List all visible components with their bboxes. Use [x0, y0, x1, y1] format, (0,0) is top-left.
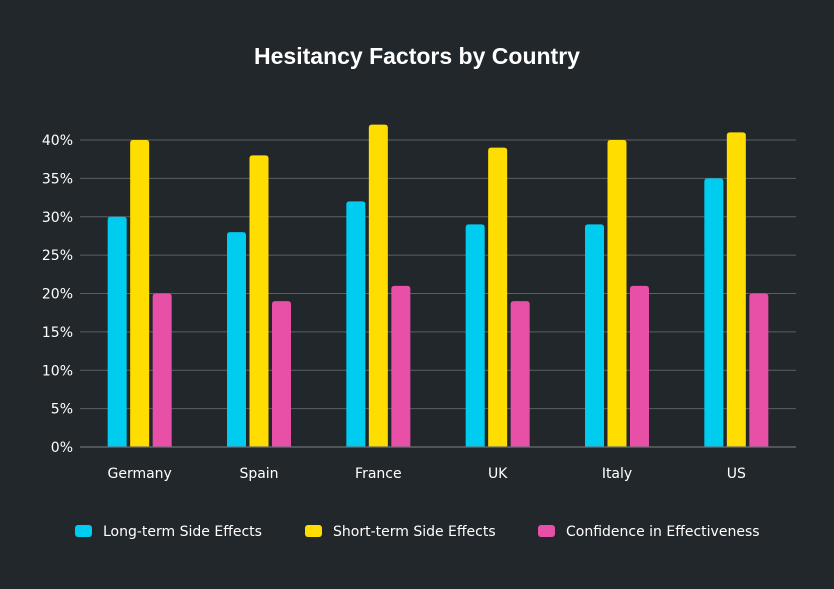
y-tick-label: 30% — [42, 210, 73, 226]
bar-germany-confidence-in-effectiveness — [152, 293, 172, 447]
legend-label: Short-term Side Effects — [333, 524, 496, 540]
bar-france-short-term-side-effects — [368, 124, 388, 448]
chart-title: Hesitancy Factors by Country — [254, 43, 580, 69]
x-tick-label: Italy — [602, 466, 632, 482]
bar-france-confidence-in-effectiveness — [391, 285, 411, 447]
legend-swatch — [305, 525, 322, 537]
gridlines — [80, 139, 796, 410]
bar-germany-short-term-side-effects — [130, 140, 150, 447]
legend-label: Long-term Side Effects — [103, 524, 262, 540]
bars — [107, 124, 769, 448]
y-tick-label: 5% — [51, 402, 73, 418]
bar-italy-long-term-side-effects — [585, 224, 604, 447]
legend-item: Long-term Side Effects — [75, 524, 262, 540]
y-tick-label: 40% — [42, 133, 73, 149]
legend: Long-term Side Effects Short-term Side Ef… — [75, 524, 760, 540]
bar-uk-confidence-in-effectiveness — [510, 301, 530, 447]
legend-item: Confidence in Effectiveness — [538, 524, 760, 540]
x-tick-label: Spain — [239, 466, 278, 482]
y-tick-label: 35% — [42, 171, 73, 187]
bar-us-confidence-in-effectiveness — [749, 293, 769, 447]
x-tick-label: UK — [488, 466, 508, 482]
bar-italy-short-term-side-effects — [607, 140, 627, 447]
x-tick-label: France — [355, 466, 402, 482]
bar-uk-short-term-side-effects — [488, 147, 508, 448]
y-tick-label: 25% — [42, 248, 73, 264]
bar-us-short-term-side-effects — [726, 132, 746, 447]
bar-spain-confidence-in-effectiveness — [272, 301, 291, 447]
x-axis: Germany Spain France UK Italy US — [80, 446, 796, 482]
y-tick-label: 20% — [42, 287, 73, 303]
bar-spain-long-term-side-effects — [227, 232, 246, 447]
legend-swatch — [538, 525, 555, 537]
bar-italy-confidence-in-effectiveness — [630, 285, 649, 447]
bar-germany-long-term-side-effects — [107, 216, 127, 447]
bar-france-long-term-side-effects — [346, 201, 366, 447]
legend-swatch — [75, 525, 92, 537]
bar-us-long-term-side-effects — [704, 178, 724, 447]
legend-item: Short-term Side Effects — [305, 524, 496, 540]
bar-spain-short-term-side-effects — [249, 155, 269, 447]
y-axis: 0% 5% 10% 15% 20% 25% 30% 35% 40% — [42, 133, 73, 456]
y-tick-label: 0% — [51, 440, 73, 456]
bar-uk-long-term-side-effects — [465, 224, 485, 447]
y-tick-label: 15% — [42, 325, 73, 341]
y-tick-label: 10% — [42, 363, 73, 379]
legend-label: Confidence in Effectiveness — [566, 524, 760, 540]
x-tick-label: US — [727, 466, 746, 482]
x-tick-label: Germany — [107, 466, 171, 482]
